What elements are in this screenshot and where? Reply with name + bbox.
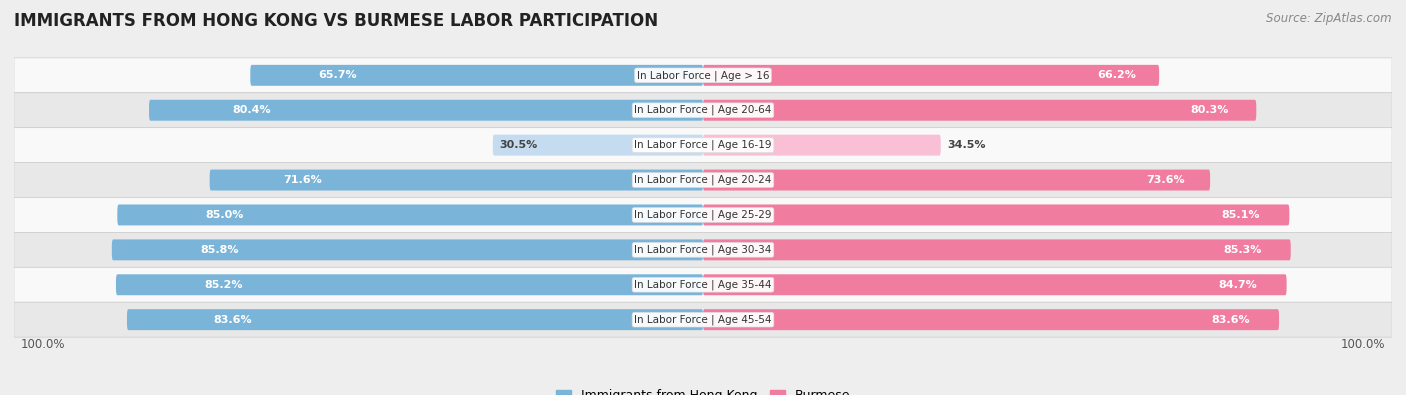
FancyBboxPatch shape bbox=[250, 65, 703, 86]
FancyBboxPatch shape bbox=[703, 65, 1159, 86]
FancyBboxPatch shape bbox=[14, 198, 1392, 232]
FancyBboxPatch shape bbox=[149, 100, 703, 121]
Text: 30.5%: 30.5% bbox=[499, 140, 538, 150]
Text: 71.6%: 71.6% bbox=[284, 175, 322, 185]
FancyBboxPatch shape bbox=[14, 58, 1392, 93]
Text: 85.1%: 85.1% bbox=[1222, 210, 1260, 220]
FancyBboxPatch shape bbox=[14, 163, 1392, 198]
Text: 85.3%: 85.3% bbox=[1223, 245, 1261, 255]
Text: 85.8%: 85.8% bbox=[201, 245, 239, 255]
Text: 100.0%: 100.0% bbox=[21, 338, 66, 351]
Text: 80.4%: 80.4% bbox=[232, 105, 271, 115]
FancyBboxPatch shape bbox=[703, 274, 1286, 295]
Text: Source: ZipAtlas.com: Source: ZipAtlas.com bbox=[1267, 12, 1392, 25]
Text: In Labor Force | Age 20-24: In Labor Force | Age 20-24 bbox=[634, 175, 772, 185]
FancyBboxPatch shape bbox=[14, 232, 1392, 267]
Text: In Labor Force | Age 25-29: In Labor Force | Age 25-29 bbox=[634, 210, 772, 220]
Text: 83.6%: 83.6% bbox=[214, 315, 252, 325]
Legend: Immigrants from Hong Kong, Burmese: Immigrants from Hong Kong, Burmese bbox=[551, 384, 855, 395]
FancyBboxPatch shape bbox=[494, 135, 703, 156]
Text: 85.0%: 85.0% bbox=[205, 210, 243, 220]
Text: 80.3%: 80.3% bbox=[1191, 105, 1229, 115]
Text: 34.5%: 34.5% bbox=[948, 140, 986, 150]
Text: IMMIGRANTS FROM HONG KONG VS BURMESE LABOR PARTICIPATION: IMMIGRANTS FROM HONG KONG VS BURMESE LAB… bbox=[14, 12, 658, 30]
Text: In Labor Force | Age 16-19: In Labor Force | Age 16-19 bbox=[634, 140, 772, 150]
FancyBboxPatch shape bbox=[14, 267, 1392, 302]
FancyBboxPatch shape bbox=[14, 128, 1392, 163]
FancyBboxPatch shape bbox=[127, 309, 703, 330]
FancyBboxPatch shape bbox=[703, 309, 1279, 330]
Text: 100.0%: 100.0% bbox=[1340, 338, 1385, 351]
FancyBboxPatch shape bbox=[115, 274, 703, 295]
Text: 84.7%: 84.7% bbox=[1219, 280, 1257, 290]
FancyBboxPatch shape bbox=[209, 169, 703, 190]
FancyBboxPatch shape bbox=[703, 135, 941, 156]
Text: 85.2%: 85.2% bbox=[204, 280, 243, 290]
Text: 83.6%: 83.6% bbox=[1212, 315, 1250, 325]
FancyBboxPatch shape bbox=[117, 205, 703, 226]
FancyBboxPatch shape bbox=[703, 169, 1211, 190]
Text: 65.7%: 65.7% bbox=[318, 70, 357, 80]
Text: 66.2%: 66.2% bbox=[1098, 70, 1136, 80]
FancyBboxPatch shape bbox=[14, 302, 1392, 337]
Text: In Labor Force | Age > 16: In Labor Force | Age > 16 bbox=[637, 70, 769, 81]
Text: In Labor Force | Age 45-54: In Labor Force | Age 45-54 bbox=[634, 314, 772, 325]
FancyBboxPatch shape bbox=[14, 93, 1392, 128]
FancyBboxPatch shape bbox=[703, 205, 1289, 226]
FancyBboxPatch shape bbox=[703, 239, 1291, 260]
Text: In Labor Force | Age 30-34: In Labor Force | Age 30-34 bbox=[634, 245, 772, 255]
Text: In Labor Force | Age 20-64: In Labor Force | Age 20-64 bbox=[634, 105, 772, 115]
FancyBboxPatch shape bbox=[112, 239, 703, 260]
Text: 73.6%: 73.6% bbox=[1146, 175, 1185, 185]
Text: In Labor Force | Age 35-44: In Labor Force | Age 35-44 bbox=[634, 280, 772, 290]
FancyBboxPatch shape bbox=[703, 100, 1257, 121]
